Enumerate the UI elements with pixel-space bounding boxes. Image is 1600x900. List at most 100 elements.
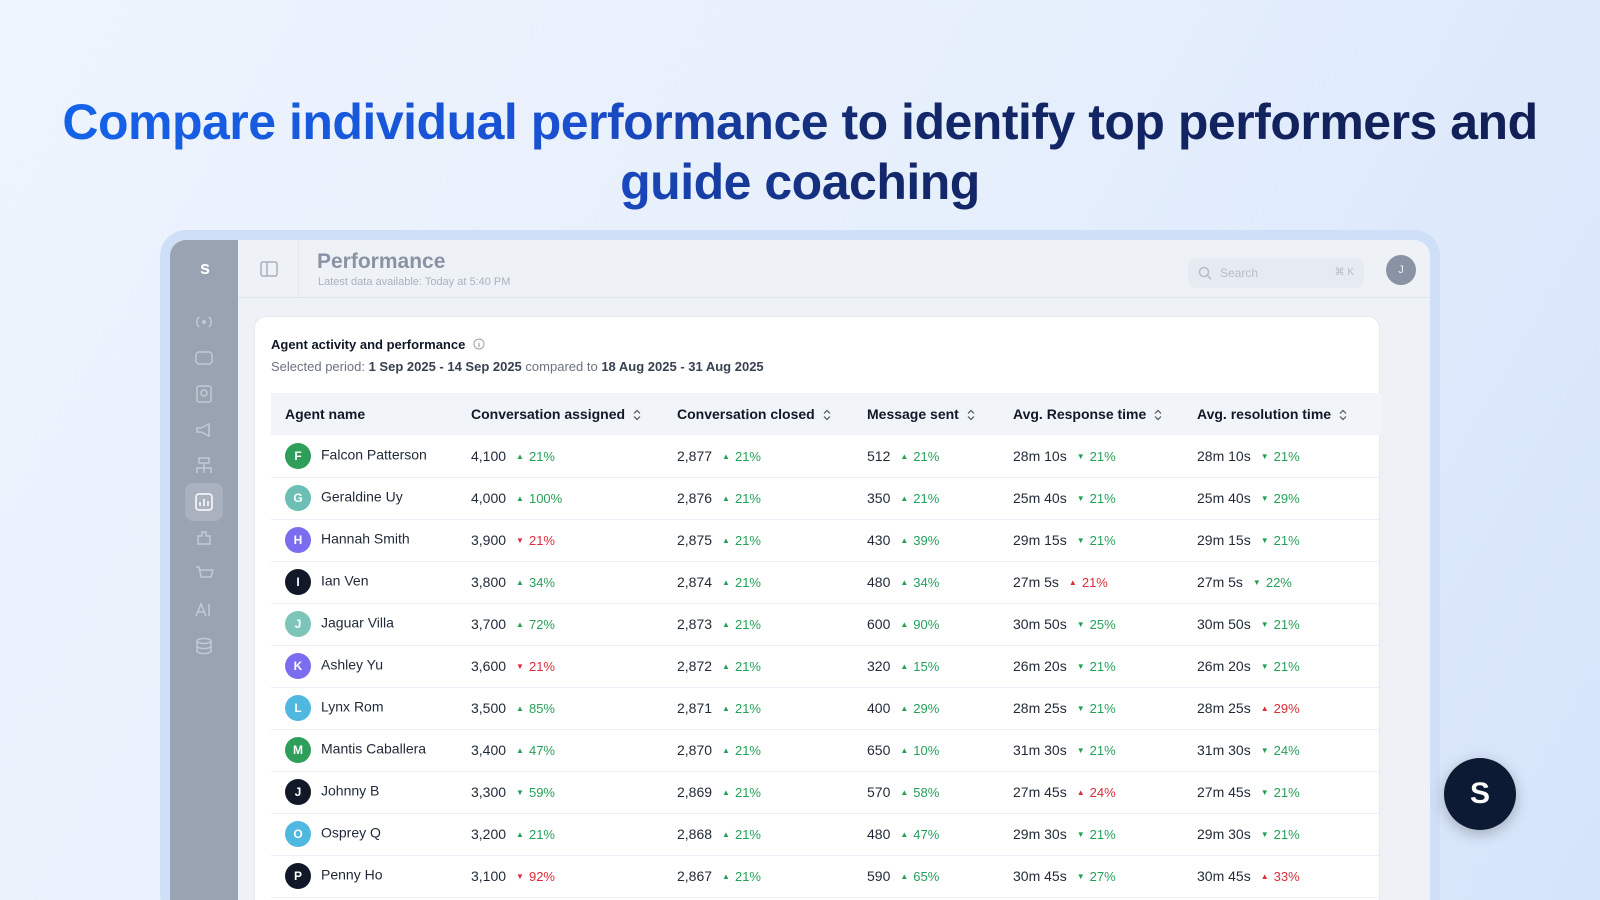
- page-subtitle: Latest data available: Today at 5:40 PM: [318, 276, 511, 288]
- metric-value: 28m 10s: [1013, 447, 1067, 464]
- agent-row[interactable]: O Osprey Q 3,200 ▲ 21% 2,868 ▲ 21% 480 ▲ 47% 29m 30…: [271, 813, 1381, 856]
- metric-value: 2,868: [677, 826, 713, 842]
- sort-icon[interactable]: [967, 409, 975, 421]
- metric-cell: 2,870 ▲ 21%: [663, 729, 853, 772]
- nav-workflows-icon[interactable]: [194, 456, 214, 476]
- column-header[interactable]: Conversation assigned: [457, 393, 663, 435]
- metric-change: ▲ 34%: [900, 575, 939, 590]
- column-header[interactable]: Conversation closed: [663, 393, 853, 435]
- metric-cell: 28m 25s ▲ 29%: [1183, 687, 1381, 730]
- metric-value: 350: [867, 490, 891, 506]
- table-body: F Falcon Patterson 4,100 ▲ 21% 2,877 ▲ 21% 512 ▲ 2…: [271, 435, 1381, 898]
- nav-integrations-icon[interactable]: [194, 528, 214, 548]
- agent-row[interactable]: J Jaguar Villa 3,700 ▲ 72% 2,873 ▲ 21% 600 ▲ 90% 30…: [271, 603, 1381, 646]
- nav-ai-icon[interactable]: [194, 600, 214, 620]
- sort-icon[interactable]: [1339, 409, 1347, 421]
- sort-icon[interactable]: [1154, 409, 1162, 421]
- nav-broadcast-icon[interactable]: [194, 312, 214, 332]
- change-value: 21%: [1089, 701, 1116, 716]
- sidebar-toggle[interactable]: [260, 260, 278, 278]
- nav-campaigns-icon[interactable]: [194, 420, 214, 440]
- agent-avatar: M: [285, 737, 311, 763]
- agent-row[interactable]: I Ian Ven 3,800 ▲ 34% 2,874 ▲ 21% 480 ▲ 34% 27m 5s ▲…: [271, 561, 1381, 604]
- metric-change: ▼ 21%: [1261, 785, 1300, 800]
- trend-arrow: ▲: [1260, 872, 1269, 881]
- column-header-text: Avg. Response time: [1013, 406, 1147, 422]
- metric-value: 3,300: [471, 784, 507, 800]
- change-value: 21%: [913, 448, 940, 464]
- trend-arrow: ▲: [722, 830, 730, 839]
- metric-change: ▲ 15%: [900, 659, 939, 674]
- column-header[interactable]: Avg. resolution time: [1183, 393, 1381, 435]
- metric-cell: 31m 30s ▼ 24%: [1183, 729, 1381, 772]
- agent-row[interactable]: G Geraldine Uy 4,000 ▲ 100% 2,876 ▲ 21% 350 ▲ 21% 2…: [271, 477, 1381, 520]
- metric-cell: 2,876 ▲ 21%: [663, 477, 853, 520]
- nav-contacts-icon[interactable]: [194, 384, 214, 404]
- metric-cell: 2,867 ▲ 21%: [663, 855, 853, 898]
- column-header[interactable]: Message sent: [853, 393, 999, 435]
- metric-value: 27m 5s: [1197, 574, 1243, 590]
- column-header[interactable]: Avg. Response time: [999, 393, 1183, 435]
- change-value: 33%: [1273, 869, 1300, 884]
- metric-change: ▲ 90%: [900, 617, 939, 632]
- sort-icon[interactable]: [823, 409, 831, 421]
- nav-inbox-icon[interactable]: [194, 348, 214, 368]
- metric-value: 590: [867, 868, 891, 884]
- agent-row[interactable]: H Hannah Smith 3,900 ▼ 21% 2,875 ▲ 21% 430 ▲ 39% 29…: [271, 519, 1381, 562]
- nav-data-icon[interactable]: [194, 636, 214, 656]
- metric-value: 29m 15s: [1197, 532, 1251, 548]
- chat-badge[interactable]: S: [1444, 758, 1516, 830]
- trend-arrow: ▼: [1260, 620, 1269, 629]
- metric-value: 31m 30s: [1197, 742, 1251, 758]
- metric-value: 2,869: [677, 784, 713, 800]
- search-box[interactable]: Search ⌘ K: [1188, 258, 1364, 288]
- change-value: 24%: [1089, 785, 1116, 800]
- trend-arrow: ▲: [722, 872, 730, 881]
- metric-change: ▲ 47%: [516, 743, 555, 758]
- performance-card: Agent activity and performance Selected …: [254, 316, 1381, 900]
- trend-arrow: ▼: [1260, 662, 1269, 671]
- agent-row[interactable]: M Mantis Caballera 3,400 ▲ 47% 2,870 ▲ 21% 650 ▲ 1…: [271, 729, 1381, 772]
- metric-change: ▲ 21%: [722, 827, 761, 842]
- card-title-text: Agent activity and performance: [271, 337, 466, 352]
- metric-value: 2,873: [677, 616, 713, 632]
- metric-change: ▲ 65%: [900, 869, 939, 884]
- sort-icon[interactable]: [633, 409, 641, 421]
- change-value: 21%: [734, 785, 761, 800]
- user-avatar[interactable]: J: [1386, 255, 1416, 285]
- metric-cell: 3,700 ▲ 72%: [457, 603, 663, 646]
- agent-cell: J Jaguar Villa: [271, 603, 457, 646]
- change-value: 21%: [1273, 617, 1300, 632]
- column-header-text: Conversation assigned: [471, 406, 626, 422]
- metric-change: ▲ 39%: [900, 533, 939, 548]
- metric-value: 400: [867, 700, 891, 716]
- agent-row[interactable]: F Falcon Patterson 4,100 ▲ 21% 2,877 ▲ 21% 512 ▲ 2…: [271, 435, 1381, 478]
- metric-cell: 31m 30s ▼ 21%: [999, 729, 1183, 772]
- metric-value: 29m 30s: [1197, 826, 1251, 842]
- metric-cell: 2,874 ▲ 21%: [663, 561, 853, 604]
- agent-cell: G Geraldine Uy: [271, 477, 457, 520]
- change-value: 90%: [913, 617, 940, 632]
- metric-change: ▲ 29%: [900, 701, 939, 716]
- agent-row[interactable]: K Ashley Yu 3,600 ▼ 21% 2,872 ▲ 21% 320 ▲ 15% 26m 2…: [271, 645, 1381, 688]
- nav-reports-icon[interactable]: [185, 483, 223, 521]
- metric-value: 2,877: [677, 447, 713, 464]
- metric-cell: 3,300 ▼ 59%: [457, 771, 663, 814]
- agent-cell: K Ashley Yu: [271, 645, 457, 688]
- metric-cell: 3,200 ▲ 21%: [457, 813, 663, 856]
- metric-change: ▲ 21%: [516, 827, 555, 842]
- trend-arrow: ▲: [722, 788, 730, 797]
- nav-commerce-icon[interactable]: [194, 564, 214, 584]
- metric-cell: 27m 5s ▲ 21%: [999, 561, 1183, 604]
- agent-row[interactable]: J Johnny B 3,300 ▼ 59% 2,869 ▲ 21% 570 ▲ 58% 27m 45…: [271, 771, 1381, 814]
- logo[interactable]: s: [199, 258, 210, 278]
- change-value: 21%: [734, 617, 761, 632]
- change-value: 21%: [528, 659, 555, 674]
- info-icon[interactable]: [473, 338, 485, 350]
- agent-row[interactable]: P Penny Ho 3,100 ▼ 92% 2,867 ▲ 21% 590 ▲ 65% 30m 45…: [271, 855, 1381, 898]
- agent-row[interactable]: L Lynx Rom 3,500 ▲ 85% 2,871 ▲ 21% 400 ▲ 29% 28m 25…: [271, 687, 1381, 730]
- metric-value: 480: [867, 574, 891, 590]
- trend-arrow: ▲: [900, 451, 909, 461]
- change-value: 25%: [1089, 617, 1116, 632]
